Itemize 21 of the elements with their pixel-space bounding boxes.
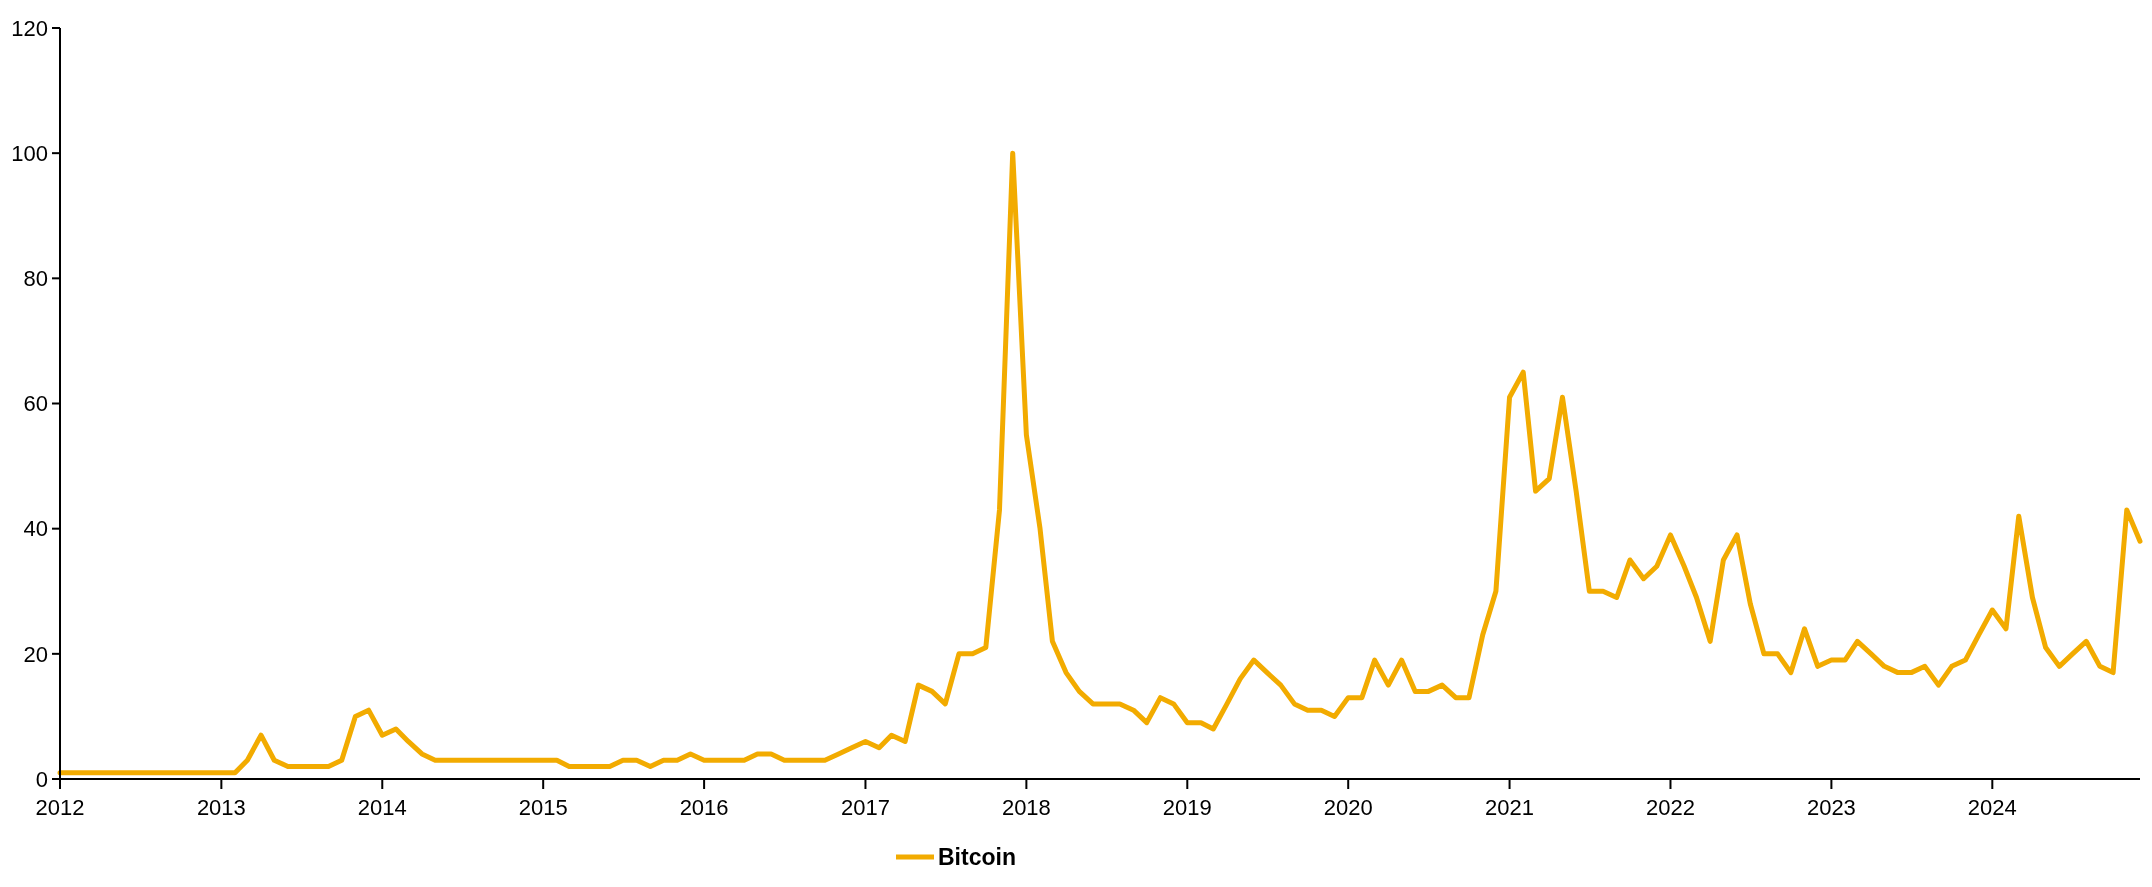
- x-tick-label: 2022: [1646, 795, 1695, 820]
- x-tick-label: 2015: [518, 795, 568, 820]
- x-tick-label: 2024: [1967, 795, 2017, 820]
- y-tick-label: 60: [23, 391, 48, 417]
- x-tick-label: 2019: [1162, 795, 1212, 820]
- y-tick-label: 120: [11, 15, 48, 41]
- legend-label: Bitcoin: [938, 844, 1016, 871]
- y-tick-label: 20: [23, 641, 48, 667]
- y-tick-label: 40: [23, 516, 48, 542]
- x-tick-label: 2012: [35, 795, 85, 820]
- y-tick-label: 0: [35, 766, 48, 792]
- x-tick-label: 2020: [1323, 795, 1373, 820]
- x-tick-label: 2017: [840, 795, 890, 820]
- x-tick-label: 2018: [1001, 795, 1051, 820]
- x-tick-label: 2021: [1485, 795, 1535, 820]
- x-tick-label: 2016: [679, 795, 729, 820]
- x-tick-label: 2013: [196, 795, 246, 820]
- y-tick-label: 100: [11, 140, 48, 166]
- y-tick-label: 80: [23, 266, 48, 292]
- x-tick-label: 2014: [357, 795, 407, 820]
- x-tick-label: 2023: [1806, 795, 1856, 820]
